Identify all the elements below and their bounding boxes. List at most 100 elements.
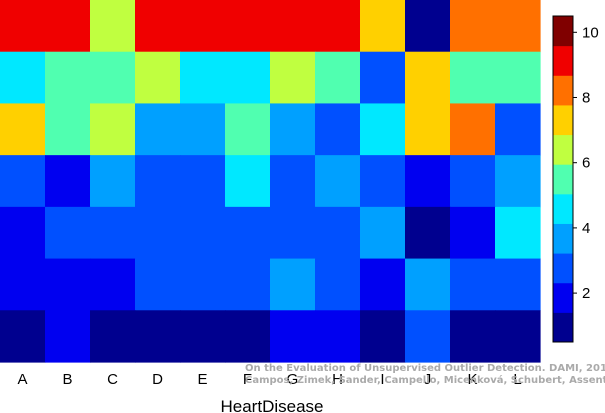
heatmap-cell (405, 258, 451, 311)
heatmap-cell (405, 0, 451, 53)
heatmap-cell (495, 258, 541, 311)
credit-line-2: Campos, Zimek, Sander, Campello, Micenko… (245, 374, 605, 386)
x-tick-label: H (332, 371, 343, 388)
heatmap-cell (360, 310, 406, 363)
x-axis-label: HeartDisease (221, 397, 324, 413)
colorbar-segment (553, 104, 573, 136)
x-tick-label: J (424, 371, 432, 388)
heatmap-cells (0, 0, 541, 363)
heatmap-cell (0, 155, 46, 208)
heatmap-cell (180, 103, 226, 156)
heatmap-cell (360, 258, 406, 311)
heatmap-cell (225, 51, 271, 105)
heatmap-cell (270, 206, 316, 260)
heatmap-cell (360, 206, 406, 260)
heatmap-cell (45, 0, 91, 53)
x-tick-label: L (513, 371, 521, 388)
heatmap-cell (405, 206, 451, 260)
x-tick-label: C (107, 371, 118, 388)
heatmap-cell (0, 310, 46, 363)
heatmap-cell (45, 155, 91, 208)
colorbar-segment (553, 282, 573, 313)
heatmap-cell (45, 206, 91, 260)
colorbar-tick-label: 6 (582, 155, 590, 172)
heatmap-cell (225, 258, 271, 311)
heatmap-cell (225, 103, 271, 156)
heatmap-cell (450, 258, 496, 311)
heatmap-cell (90, 206, 136, 260)
heatmap-cell (135, 51, 181, 105)
heatmap-cell (450, 51, 496, 105)
heatmap-cell (270, 155, 316, 208)
heatmap-cell (405, 310, 451, 363)
heatmap-cell (495, 0, 541, 53)
heatmap-cell (90, 103, 136, 156)
heatmap-cell (495, 310, 541, 363)
heatmap-cell (270, 0, 316, 53)
colorbar-tick-labels: 2 4 6 8 10 (573, 24, 599, 302)
credit-line-1: On the Evaluation of Unsupervised Outlie… (245, 363, 605, 374)
colorbar-tick-label: 8 (582, 90, 590, 107)
heatmap-cell (495, 103, 541, 156)
heatmap-cell (135, 0, 181, 53)
heatmap-cell (360, 155, 406, 208)
heatmap-cell (180, 0, 226, 53)
heatmap-cell (450, 0, 496, 53)
heatmap-cell (360, 51, 406, 105)
heatmap-cell (270, 103, 316, 156)
heatmap-cell (450, 155, 496, 208)
heatmap-cell (0, 206, 46, 260)
heatmap-cell (0, 103, 46, 156)
heatmap-cell (495, 51, 541, 105)
heatmap-cell (315, 155, 361, 208)
heatmap-cell (0, 258, 46, 311)
colorbar-segment (553, 45, 573, 76)
heatmap-cell (405, 51, 451, 105)
heatmap-cell (360, 103, 406, 156)
heatmap-cell (135, 206, 181, 260)
heatmap-cell (135, 155, 181, 208)
colorbar-tick-label: 10 (582, 24, 599, 41)
heatmap-cell (45, 310, 91, 363)
heatmap-cell (90, 0, 136, 53)
heatmap-cell (45, 258, 91, 311)
colorbar-tick-label: 2 (582, 285, 590, 302)
x-tick-label: G (287, 371, 299, 388)
colorbar-segment (553, 164, 573, 195)
heatmap-cell (405, 103, 451, 156)
heatmap-cell (0, 0, 46, 53)
heatmap-cell (0, 51, 46, 105)
heatmap-cell (450, 206, 496, 260)
x-tick-label: F (243, 371, 252, 388)
heatmap-cell (135, 310, 181, 363)
heatmap-cell (270, 51, 316, 105)
x-tick-label: A (17, 371, 27, 388)
colorbar (552, 15, 574, 343)
heatmap-cell (225, 206, 271, 260)
heatmap-cell (315, 206, 361, 260)
heatmap-cell (225, 0, 271, 53)
heatmap-cell (180, 258, 226, 311)
heatmap-cell (90, 155, 136, 208)
heatmap-cell (315, 51, 361, 105)
heatmap-cell (90, 310, 136, 363)
heatmap-cell (90, 258, 136, 311)
heatmap-cell (225, 310, 271, 363)
heatmap-cell (450, 310, 496, 363)
colorbar-tick-label: 4 (582, 220, 590, 237)
colorbar-segment (553, 16, 573, 47)
colorbar-segment (553, 193, 573, 224)
heatmap-cell (495, 155, 541, 208)
x-tick-label: E (197, 371, 207, 388)
heatmap-cell (270, 258, 316, 311)
heatmap-cell (135, 258, 181, 311)
heatmap-cell (315, 258, 361, 311)
x-tick-labels: A B C D E F G H I J K L (17, 371, 521, 388)
colorbar-segment (553, 223, 573, 254)
x-tick-label: K (467, 371, 477, 388)
heatmap-cell (180, 155, 226, 208)
heatmap-cell (315, 0, 361, 53)
x-tick-label: D (152, 371, 163, 388)
heatmap-cell (180, 310, 226, 363)
